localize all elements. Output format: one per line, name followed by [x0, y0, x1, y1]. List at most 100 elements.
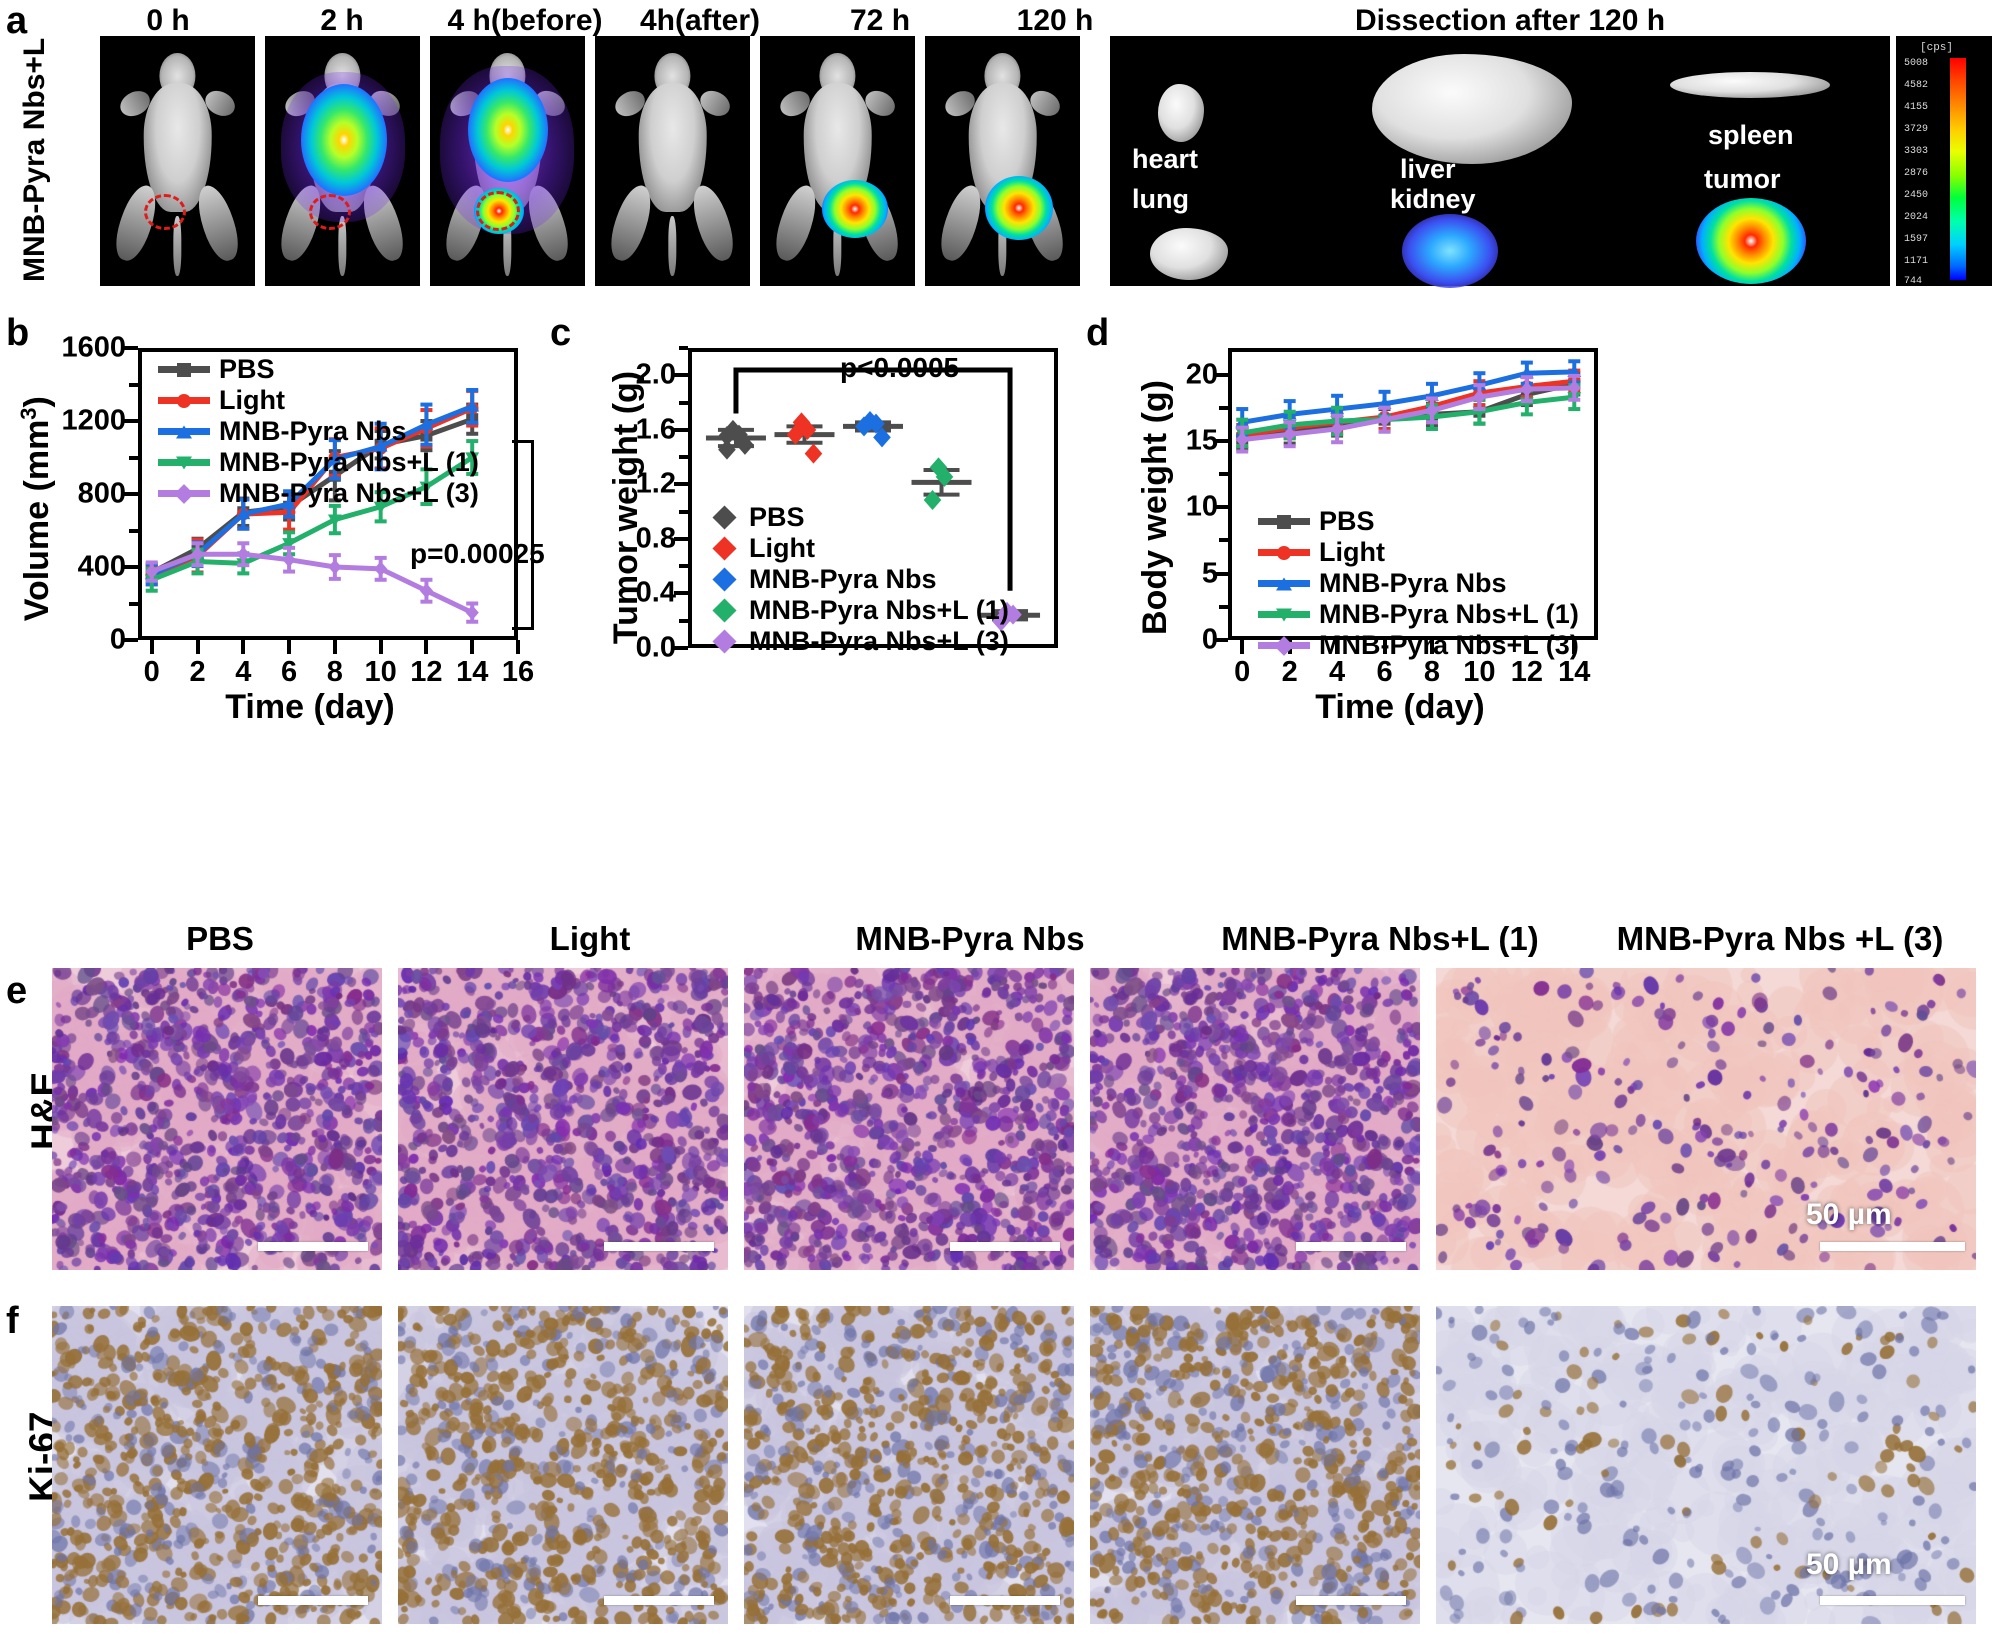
y-tick-minor: [679, 618, 688, 623]
colorbar-tick-9: 1171: [1904, 256, 1929, 267]
he-image-nbs-l1: [1090, 968, 1420, 1270]
legend-marker: [712, 536, 737, 561]
he-scalebar-nbs: [950, 1242, 1060, 1251]
x-tick-major: [1335, 640, 1340, 654]
panel-a-row-label: MNB-Pyra Nbs+L: [18, 37, 51, 282]
x-tick-label: 16: [501, 656, 535, 688]
he-scalebar-pbs: [258, 1242, 368, 1251]
colorbar-tick-4: 3303: [1904, 146, 1929, 157]
x-tick-label: 8: [1423, 656, 1441, 688]
colorbar-gradient: [1950, 58, 1966, 280]
panel-b-plot-area: [138, 348, 518, 640]
y-tick-major: [1214, 438, 1228, 443]
legend-item-2: MNB-Pyra Nbs: [1258, 568, 1579, 599]
legend-marker: [176, 456, 192, 469]
y-tick-label: 1600: [61, 331, 126, 364]
y-tick-minor: [1219, 538, 1228, 543]
ki67-image-nbs-l1: [1090, 1306, 1420, 1624]
legend-label: Light: [219, 385, 285, 415]
x-tick-label: 10: [364, 656, 397, 688]
x-tick-major: [470, 640, 475, 654]
y-tick-major: [1214, 571, 1228, 576]
colorbar-tick-2: 4155: [1904, 102, 1929, 113]
y-tick-minor: [1219, 604, 1228, 609]
legend-line-swatch: [1258, 608, 1310, 621]
e-column-label-0: PBS: [186, 920, 254, 957]
y-tick-minor: [679, 564, 688, 569]
y-tick-minor: [679, 346, 688, 350]
panel-b-significance-bracket: [512, 440, 534, 630]
legend-marker: [177, 393, 191, 408]
x-tick-label: 0: [1234, 656, 1251, 688]
y-tick-minor: [129, 528, 138, 533]
panel-c-pvalue-annotation: p<0.0005: [840, 352, 960, 383]
legend-label: Light: [749, 533, 815, 563]
legend-label: MNB-Pyra Nbs+L (3): [219, 478, 479, 508]
a-timepoint-label-2: 4 h(before): [447, 4, 603, 37]
legend-label: Light: [1319, 537, 1385, 567]
legend-marker: [712, 567, 737, 592]
dissection-image: heart liver spleen lung kidney tumor: [1110, 36, 1890, 288]
colorbar-tick-0: 5008: [1904, 58, 1929, 69]
x-tick-label: 8: [326, 656, 343, 688]
legend-item-1: Light: [708, 533, 1009, 564]
y-tick-label: 2.0: [635, 358, 676, 391]
panel-b-letter: b: [6, 312, 30, 354]
y-tick-major: [674, 373, 688, 378]
panel-d-body-weight-chart: d Body weight (g) Time (day) 0 5 10 15 20 0 2 4…: [1080, 310, 1620, 730]
a-timepoint-label-3: 4h(after): [639, 4, 760, 37]
organ-label-heart: heart: [1132, 144, 1199, 174]
ki67-texture: [744, 1306, 1074, 1624]
e-column-label-3: MNB-Pyra Nbs+L (1): [1221, 920, 1539, 957]
legend-item-4: MNB-Pyra Nbs+L (3): [1258, 630, 1579, 661]
ki67-scalebar-nbs-l1: [1296, 1596, 1406, 1605]
colorbar-tick-8: 1597: [1904, 234, 1929, 245]
legend-item-4: MNB-Pyra Nbs+L (3): [158, 478, 479, 509]
y-tick-minor: [1219, 472, 1228, 477]
panel-a: a MNB-Pyra Nbs+L 0 h 2 h 4 h(before) 4h(…: [0, 0, 1998, 300]
y-tick-major: [674, 646, 688, 650]
y-tick-major: [124, 638, 138, 642]
legend-label: MNB-Pyra Nbs+L (3): [1319, 630, 1579, 660]
x-tick-major: [1524, 640, 1529, 654]
x-tick-major: [149, 640, 154, 654]
legend-item-1: Light: [1258, 537, 1579, 568]
legend-label: PBS: [1319, 506, 1375, 536]
a-dissection-title: Dissection after 120 h: [1354, 4, 1666, 37]
x-tick-major: [287, 640, 292, 654]
legend-item-0: PBS: [708, 502, 1009, 533]
legend-line-swatch: [1258, 514, 1310, 529]
panel-b-x-axis-title: Time (day): [225, 688, 395, 726]
y-tick-major: [124, 346, 138, 350]
panel-b-series-layer: [144, 387, 480, 624]
x-tick-label: 12: [1510, 656, 1543, 688]
ki67-image-pbs: [52, 1306, 382, 1624]
legend-line-swatch: [158, 393, 210, 408]
legend-line-swatch: [1258, 635, 1310, 656]
y-tick-minor: [129, 601, 138, 606]
ki67-texture: [398, 1306, 728, 1624]
y-tick-label: 5: [1201, 557, 1218, 590]
ki67-image-light: [398, 1306, 728, 1624]
legend-item-4: MNB-Pyra Nbs+L (3): [708, 626, 1009, 657]
legend-label: MNB-Pyra Nbs: [219, 416, 407, 446]
legend-line-swatch: [1258, 577, 1310, 590]
y-tick-label: 0: [1201, 623, 1218, 656]
legend-item-2: MNB-Pyra Nbs: [158, 416, 479, 447]
x-tick-major: [378, 640, 383, 654]
y-tick-label: 1.6: [635, 413, 676, 446]
e-column-label-4: MNB-Pyra Nbs +L (3): [1616, 920, 1944, 957]
a-timepoint-label-0: 0 h: [146, 4, 190, 37]
y-tick-label: 20: [1185, 358, 1218, 391]
legend-marker: [712, 505, 737, 530]
panel-e-letter: e: [6, 970, 28, 1012]
panel-c-plot-area: [688, 348, 1058, 648]
x-tick-label: 12: [410, 656, 443, 688]
x-tick-label: 6: [281, 656, 298, 688]
organ-label-spleen: spleen: [1708, 120, 1794, 150]
legend-label: PBS: [749, 502, 805, 532]
y-tick-label: 0.8: [635, 522, 676, 555]
legend-marker: [1274, 635, 1294, 656]
y-tick-minor: [679, 455, 688, 460]
he-texture: [1090, 968, 1420, 1270]
